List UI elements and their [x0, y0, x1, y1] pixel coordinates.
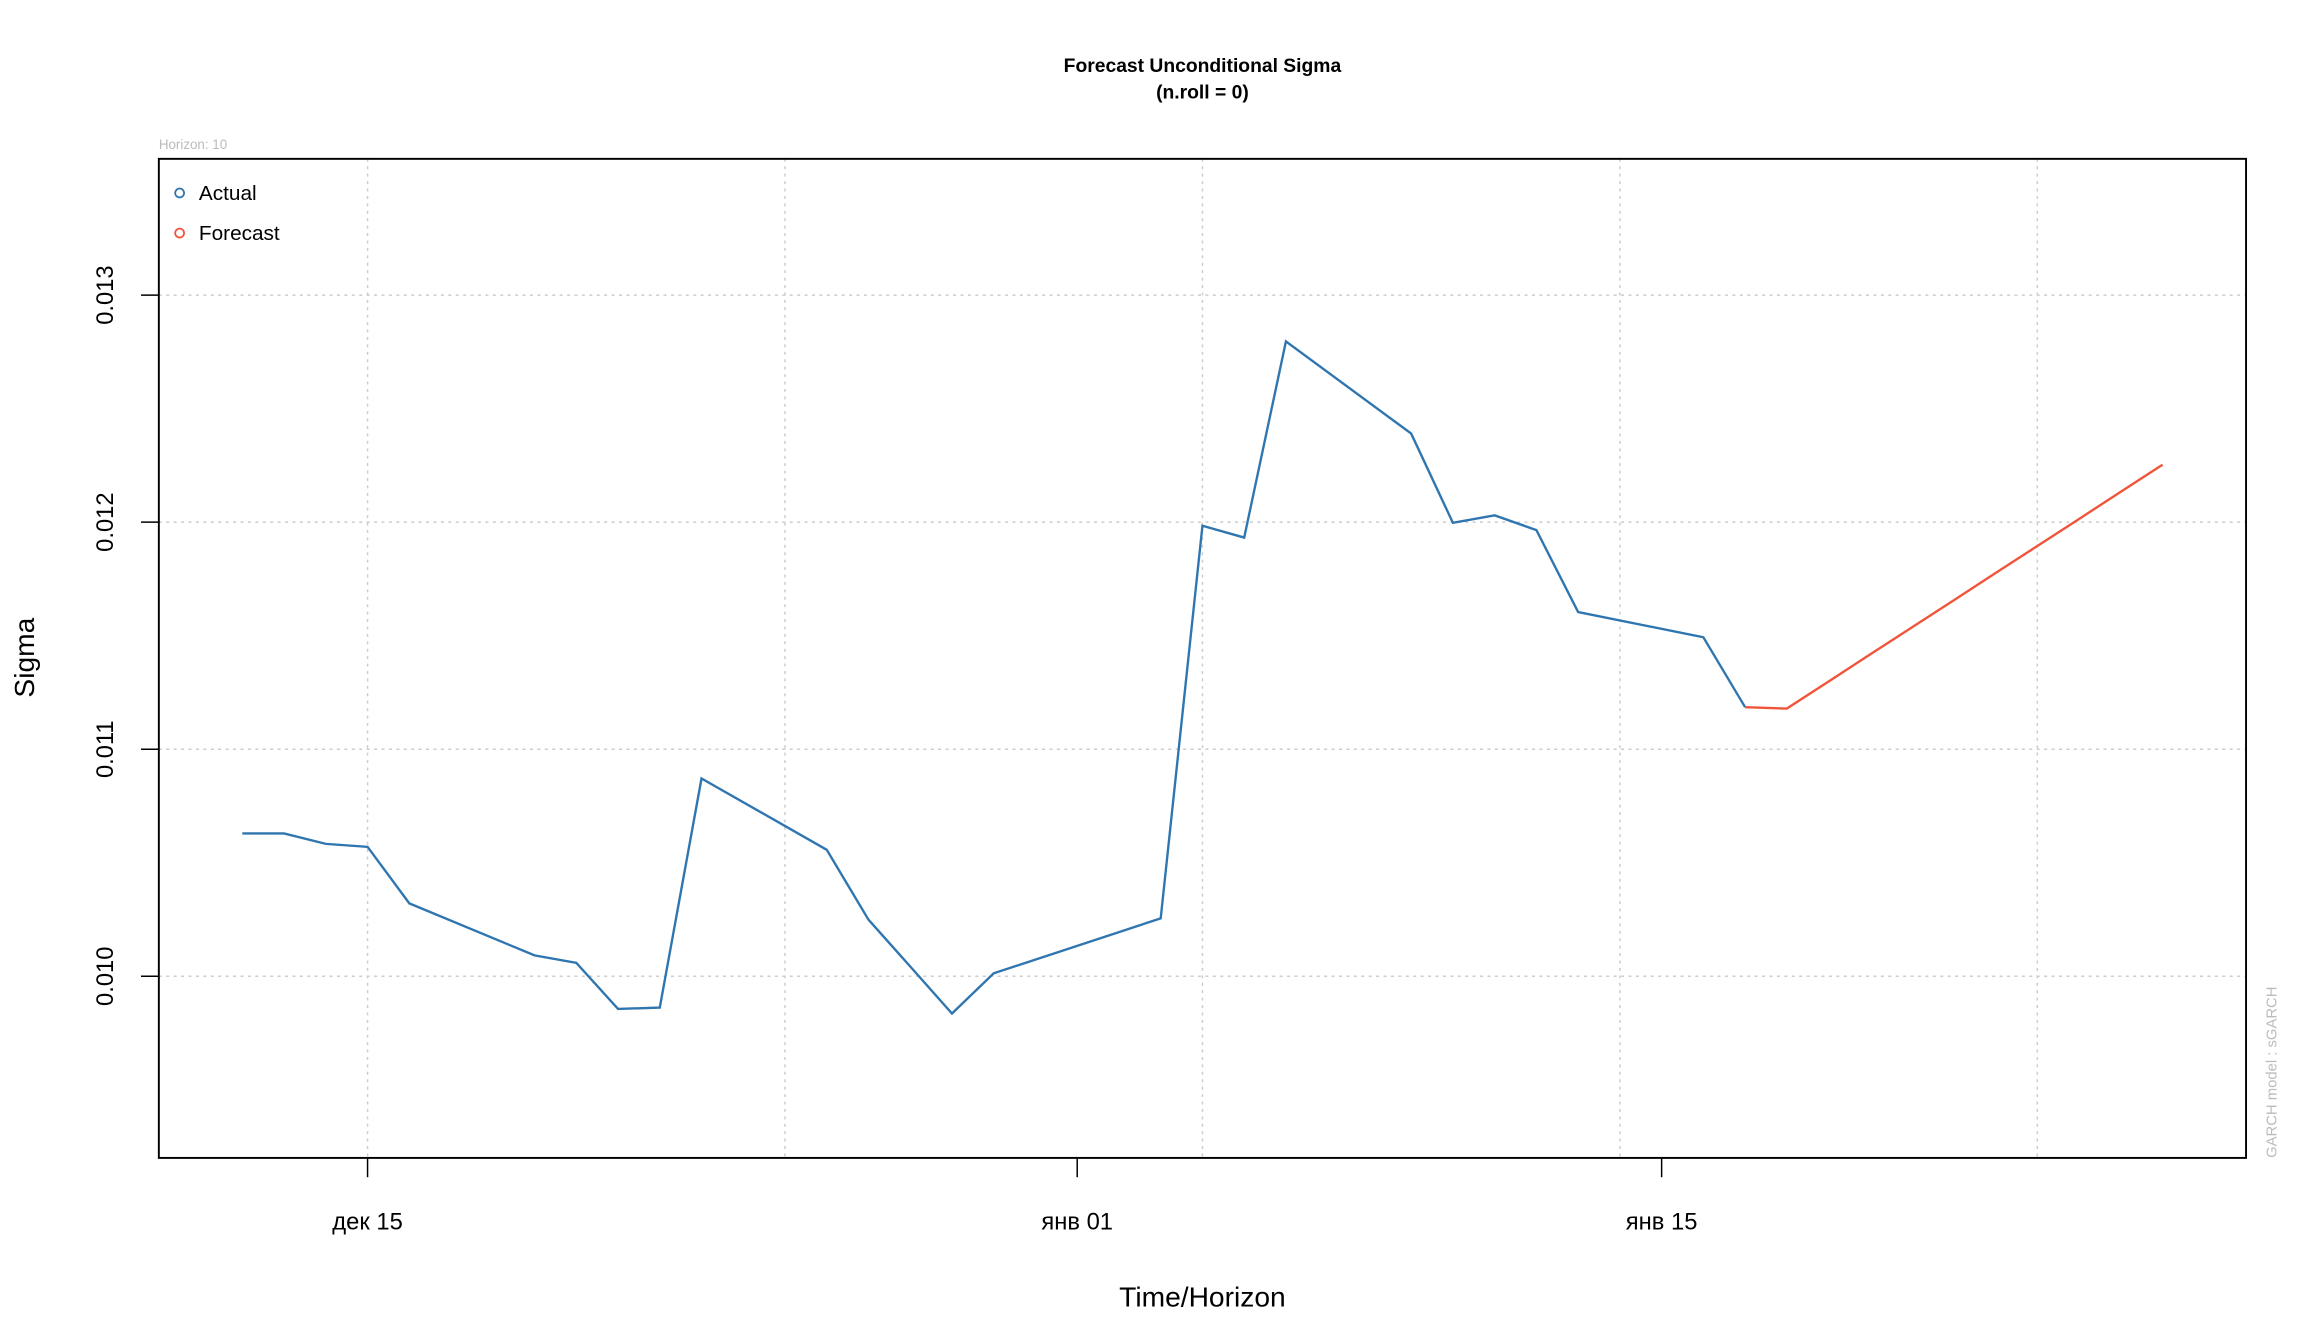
plot-frame	[157, 157, 2248, 1159]
x-tick-label: янв 15	[1626, 1209, 1698, 1236]
series-line	[1745, 463, 2164, 710]
series-line	[242, 339, 1747, 1016]
legend-marker	[174, 227, 185, 239]
chart-subtitle: (n.roll = 0)	[1156, 83, 1249, 104]
y-tick-label: 0.011	[92, 720, 119, 778]
chart-title: Forecast Unconditional Sigma	[1064, 56, 1342, 77]
x-axis-label: Time/Horizon	[1119, 1280, 1286, 1312]
legend-label: Actual	[199, 182, 257, 205]
side-note: GARCH model : sGARCH	[2265, 987, 2281, 1158]
x-tick-label: янв 01	[1041, 1209, 1113, 1236]
y-tick-label: 0.012	[92, 492, 119, 551]
y-tick-label: 0.013	[92, 265, 119, 324]
legend-label: Forecast	[199, 222, 280, 245]
y-tick-label: 0.010	[92, 947, 119, 1006]
legend-marker	[174, 187, 185, 199]
y-axis-label: Sigma	[8, 617, 40, 697]
x-tick-label: дек 15	[332, 1209, 402, 1236]
annotation: Horizon: 10	[159, 137, 227, 152]
plot: Forecast Unconditional Sigma (n.roll = 0…	[8, 56, 2281, 1312]
